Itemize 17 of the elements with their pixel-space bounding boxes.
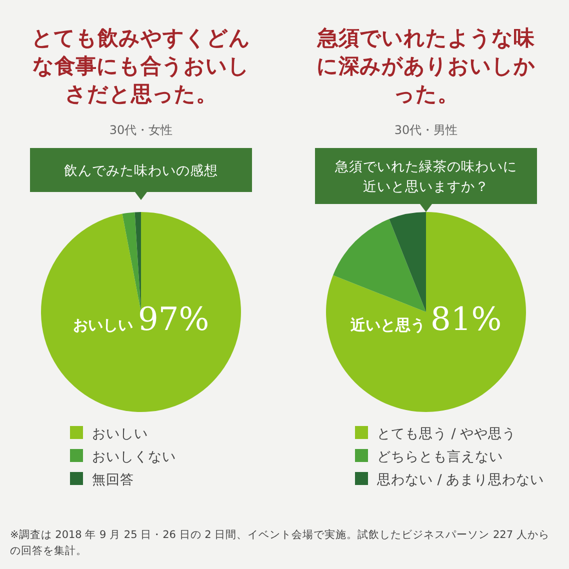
legend-label: 無回答 — [92, 472, 134, 488]
legend-label: おいしくない — [92, 449, 176, 465]
text: 飲んでみた味わいの感想 — [64, 163, 218, 179]
legend-label: どちらとも言えない — [377, 449, 503, 465]
data-label: 81% — [430, 300, 502, 338]
chart-subtitle: 30代・女性 — [109, 123, 173, 137]
legend-label: とても思う / やや思う — [377, 426, 516, 442]
text: ※調査は 2018 年 9 月 25 日・26 日の 2 日間、イベント会場で実施。試飲したビジネスパーソン 227 人からの回答を集計。 — [10, 528, 550, 557]
chart-title: 急須でいれたような味に深みがありおいしかった。 — [316, 26, 536, 106]
legend-label: おいしい — [92, 426, 148, 442]
text: 近いと思う — [349, 316, 431, 334]
slice-label: おいしい — [72, 316, 138, 334]
legend-label: 思わない / あまり思わない — [376, 472, 544, 488]
chart-subtitle: 30代・男性 — [394, 123, 458, 137]
text: 急須でいれた緑茶の味わいに近いと思いますか？ — [334, 159, 517, 195]
data-label: 97% — [138, 300, 210, 338]
chart-title: とても飲みやすくどんな食事にも合うおいしさだと思った。 — [32, 26, 250, 106]
